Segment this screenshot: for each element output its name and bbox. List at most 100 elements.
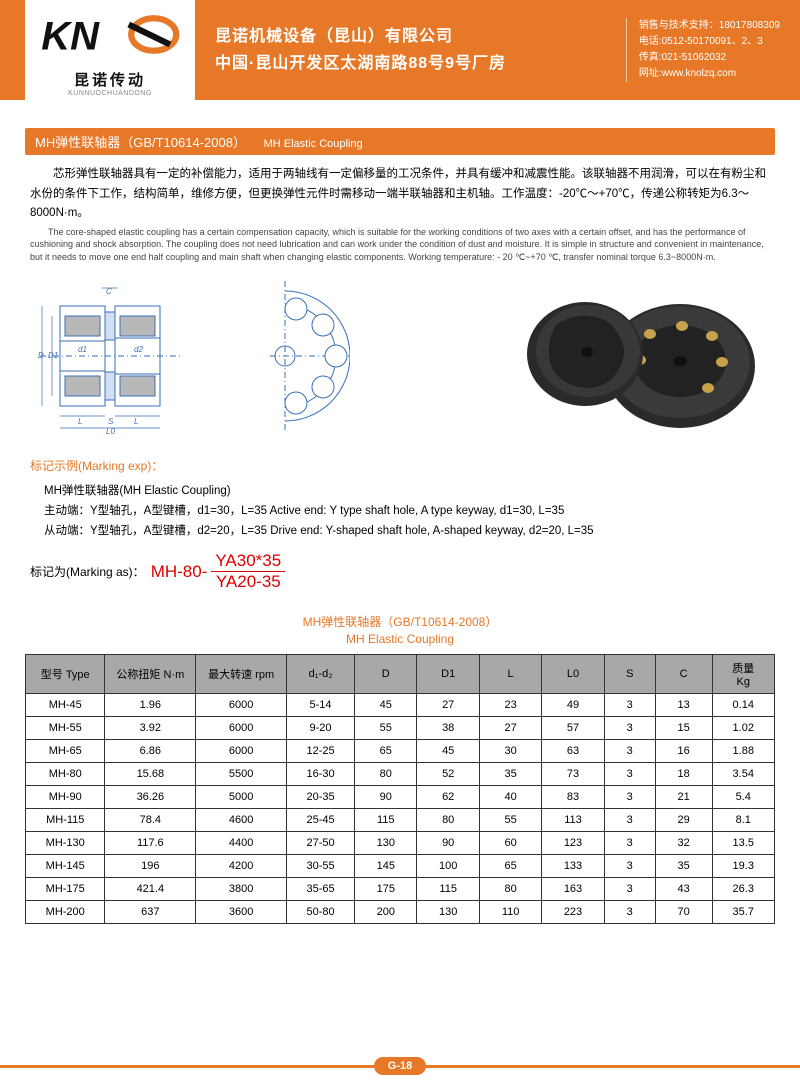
marking-fraction: YA30*35 YA20-35 bbox=[211, 551, 285, 592]
contact-sales: 销售与技术支持：18017808309 bbox=[639, 18, 780, 34]
table-cell: 1.02 bbox=[712, 716, 775, 739]
table-row: MH-451.9660005-14452723493130.14 bbox=[26, 693, 775, 716]
table-cell: 123 bbox=[542, 831, 604, 854]
table-cell: 65 bbox=[355, 739, 417, 762]
table-cell: MH-130 bbox=[26, 831, 105, 854]
section-title-cn: MH弹性联轴器（GB/T10614-2008） bbox=[35, 135, 246, 150]
table-cell: 6.86 bbox=[105, 739, 196, 762]
table-cell: 9-20 bbox=[287, 716, 355, 739]
table-row: MH-9036.26500020-35906240833215.4 bbox=[26, 785, 775, 808]
table-cell: 3.54 bbox=[712, 762, 775, 785]
contact-tel: 电话:0512-50170091、2、3 bbox=[639, 34, 780, 50]
table-body: MH-451.9660005-14452723493130.14MH-553.9… bbox=[26, 693, 775, 923]
table-row: MH-553.9260009-20553827573151.02 bbox=[26, 716, 775, 739]
table-title-cn: MH弹性联轴器（GB/T10614-2008） bbox=[0, 614, 800, 631]
table-cell: 3 bbox=[604, 693, 655, 716]
table-cell: 223 bbox=[542, 900, 604, 923]
table-cell: 5-14 bbox=[287, 693, 355, 716]
intro-block: 芯形弹性联轴器具有一定的补偿能力，适用于两轴线有一定偏移量的工况条件，并具有缓冲… bbox=[30, 165, 770, 263]
table-cell: 52 bbox=[417, 762, 479, 785]
table-cell: 196 bbox=[105, 854, 196, 877]
table-cell: 16-30 bbox=[287, 762, 355, 785]
table-cell: 3600 bbox=[196, 900, 287, 923]
table-title-en: MH Elastic Coupling bbox=[0, 631, 800, 648]
table-cell: 45 bbox=[355, 693, 417, 716]
table-cell: MH-65 bbox=[26, 739, 105, 762]
table-cell: 90 bbox=[417, 831, 479, 854]
table-cell: 8.1 bbox=[712, 808, 775, 831]
table-header-cell: S bbox=[604, 654, 655, 693]
table-cell: 63 bbox=[542, 739, 604, 762]
table-cell: 73 bbox=[542, 762, 604, 785]
table-cell: 3 bbox=[604, 739, 655, 762]
table-cell: 60 bbox=[479, 831, 541, 854]
table-cell: 3 bbox=[604, 808, 655, 831]
svg-text:D: D bbox=[38, 351, 44, 360]
table-header-row: 型号 Type公称扭矩 N·m最大转速 rpmd₁-d₂DD1LL0SC质量Kg bbox=[26, 654, 775, 693]
table-row: MH-175421.4380035-651751158016334326.3 bbox=[26, 877, 775, 900]
table-cell: 65 bbox=[479, 854, 541, 877]
marking-block: 标记示例(Marking exp)： MH弹性联轴器(MH Elastic Co… bbox=[30, 457, 770, 592]
marking-frac-top: YA30*35 bbox=[211, 551, 285, 572]
table-cell: 421.4 bbox=[105, 877, 196, 900]
table-cell: 1.96 bbox=[105, 693, 196, 716]
logo-icon: KN bbox=[35, 12, 185, 67]
footer: G-18 bbox=[0, 1057, 800, 1075]
table-cell: 1.88 bbox=[712, 739, 775, 762]
table-cell: 27 bbox=[479, 716, 541, 739]
page-number: G-18 bbox=[374, 1057, 426, 1075]
table-header-cell: D1 bbox=[417, 654, 479, 693]
spec-table: 型号 Type公称扭矩 N·m最大转速 rpmd₁-d₂DD1LL0SC质量Kg… bbox=[25, 654, 775, 924]
footer-bar-left bbox=[0, 1065, 374, 1068]
svg-text:L: L bbox=[134, 417, 138, 426]
table-cell: 26.3 bbox=[712, 877, 775, 900]
table-cell: 3 bbox=[604, 877, 655, 900]
table-cell: 113 bbox=[542, 808, 604, 831]
marking-as: 标记为(Marking as)： MH-80- YA30*35 YA20-35 bbox=[30, 551, 770, 592]
table-cell: MH-115 bbox=[26, 808, 105, 831]
table-cell: MH-175 bbox=[26, 877, 105, 900]
table-cell: 0.14 bbox=[712, 693, 775, 716]
table-cell: 15.68 bbox=[105, 762, 196, 785]
intro-en: The core-shaped elastic coupling has a c… bbox=[30, 226, 770, 264]
product-photo bbox=[500, 276, 770, 441]
table-cell: 6000 bbox=[196, 716, 287, 739]
table-cell: 62 bbox=[417, 785, 479, 808]
table-cell: MH-45 bbox=[26, 693, 105, 716]
table-cell: 13.5 bbox=[712, 831, 775, 854]
table-cell: 35.7 bbox=[712, 900, 775, 923]
company-name: 昆诺机械设备（昆山）有限公司 bbox=[215, 23, 506, 50]
table-row: MH-11578.4460025-4511580551133298.1 bbox=[26, 808, 775, 831]
table-title: MH弹性联轴器（GB/T10614-2008） MH Elastic Coupl… bbox=[0, 614, 800, 648]
table-cell: 49 bbox=[542, 693, 604, 716]
company-block: 昆诺机械设备（昆山）有限公司 中国·昆山开发区太湖南路88号9号厂房 bbox=[215, 23, 506, 77]
table-cell: 115 bbox=[417, 877, 479, 900]
table-cell: 70 bbox=[655, 900, 712, 923]
company-address: 中国·昆山开发区太湖南路88号9号厂房 bbox=[215, 50, 506, 77]
table-row: MH-200637360050-8020013011022337035.7 bbox=[26, 900, 775, 923]
table-row: MH-130117.6440027-50130906012333213.5 bbox=[26, 831, 775, 854]
marking-as-value: MH-80- YA30*35 YA20-35 bbox=[151, 551, 286, 592]
table-cell: 30 bbox=[479, 739, 541, 762]
table-cell: 32 bbox=[655, 831, 712, 854]
table-cell: 20-35 bbox=[287, 785, 355, 808]
table-cell: 21 bbox=[655, 785, 712, 808]
marking-frac-bot: YA20-35 bbox=[211, 572, 285, 592]
table-cell: 3 bbox=[604, 785, 655, 808]
table-cell: 130 bbox=[355, 831, 417, 854]
table-cell: MH-200 bbox=[26, 900, 105, 923]
table-cell: 35-65 bbox=[287, 877, 355, 900]
marking-line3: 从动端：Y型轴孔，A型键槽，d2=20，L=35 Drive end: Y-sh… bbox=[44, 522, 770, 542]
table-cell: 18 bbox=[655, 762, 712, 785]
table-row: MH-145196420030-551451006513333519.3 bbox=[26, 854, 775, 877]
table-header-cell: 最大转速 rpm bbox=[196, 654, 287, 693]
table-cell: 6000 bbox=[196, 693, 287, 716]
table-cell: 637 bbox=[105, 900, 196, 923]
table-cell: 6000 bbox=[196, 739, 287, 762]
contact-web: 网址:www.knolzq.com bbox=[639, 66, 780, 82]
table-cell: 83 bbox=[542, 785, 604, 808]
marking-line1: MH弹性联轴器(MH Elastic Coupling) bbox=[44, 482, 770, 502]
table-cell: 40 bbox=[479, 785, 541, 808]
table-cell: MH-80 bbox=[26, 762, 105, 785]
table-cell: 3 bbox=[604, 831, 655, 854]
